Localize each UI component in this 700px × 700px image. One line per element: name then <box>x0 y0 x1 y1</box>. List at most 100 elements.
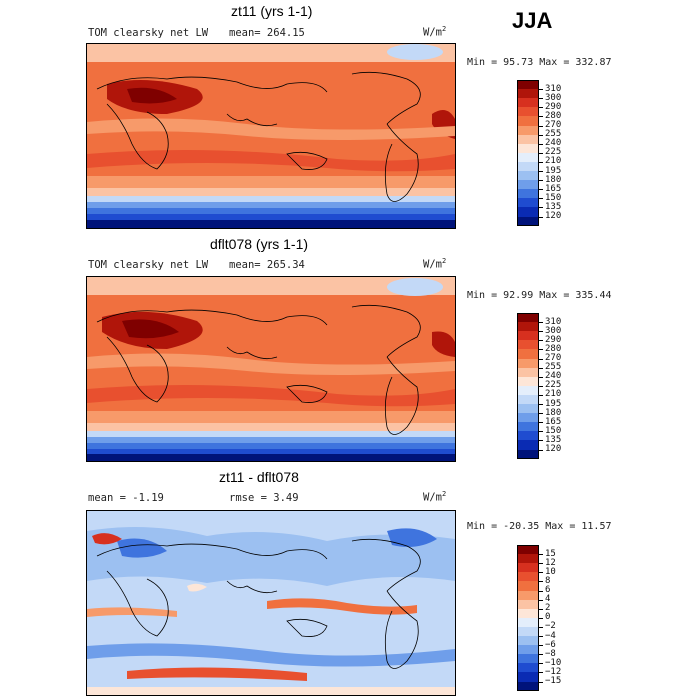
panel-1-minmax: Min = 95.73 Max = 332.87 <box>467 57 612 68</box>
panel-1-colorbar-tick <box>539 125 543 127</box>
panel-1-units: W/m2 <box>423 25 447 39</box>
panel-2-field-name: TOM clearsky net LW <box>88 259 209 271</box>
panel-1-map <box>86 43 456 229</box>
panel-1-colorbar-tick <box>539 143 543 145</box>
panel-2-minmax: Min = 92.99 Max = 335.44 <box>467 290 612 301</box>
panel-3-colorbar-label: −12 <box>545 666 562 677</box>
panel-3-colorbar-label: −8 <box>545 648 556 659</box>
panel-2-colorbar-tick <box>539 413 543 415</box>
panel-2-map-graphic <box>87 277 455 461</box>
panel-3-colorbar-swatch <box>517 681 539 692</box>
panel-3-map <box>86 510 456 696</box>
panel-3-colorbar-label: −10 <box>545 657 562 668</box>
panel-3-colorbar-tick <box>539 645 543 647</box>
panel-1-colorbar-label: 135 <box>545 201 562 212</box>
panel-2-colorbar-label: 255 <box>545 362 562 373</box>
panel-3-mean: mean = -1.19 <box>88 492 164 504</box>
panel-2-colorbar-tick <box>539 440 543 442</box>
panel-2-colorbar-tick <box>539 431 543 433</box>
panel-2-colorbar-tick <box>539 404 543 405</box>
panel-3-colorbar-tick <box>539 590 543 592</box>
panel-1-colorbar-tick <box>539 216 543 218</box>
panel-2-colorbar-label: 180 <box>545 407 562 418</box>
panel-3-colorbar-tick <box>539 636 543 637</box>
panel-1-colorbar-tick <box>539 161 543 163</box>
panel-3-colorbar-tick <box>539 654 543 656</box>
panel-3-colorbar-label: −2 <box>545 621 556 632</box>
panel-3-colorbar-tick <box>539 563 543 565</box>
panel-1-colorbar-label: 210 <box>545 156 562 167</box>
panel-1-colorbar-label: 270 <box>545 120 562 130</box>
panel-1-colorbar-tick <box>539 198 543 200</box>
panel-2-colorbar-tick <box>539 367 543 369</box>
panel-2-colorbar-label: 310 <box>545 316 562 327</box>
panel-1-colorbar-label: 165 <box>545 183 562 194</box>
panel-2-colorbar-tick <box>539 349 543 351</box>
panel-2-colorbar-label: 150 <box>545 425 562 436</box>
panel-3-colorbar-label: 12 <box>545 557 556 568</box>
panel-3-colorbar-tick <box>539 626 543 628</box>
panel-3-colorbar-label: 0 <box>545 612 551 623</box>
panel-3-colorbar-tick <box>539 681 543 683</box>
panel-1-colorbar-tick <box>539 107 543 109</box>
panel-2-colorbar-label: 165 <box>545 416 562 427</box>
panel-1-colorbar-tick <box>539 98 543 100</box>
panel-3-colorbar-tick <box>539 663 543 665</box>
panel-3-units: W/m2 <box>423 490 447 504</box>
panel-2-map <box>86 276 456 462</box>
panel-1-colorbar-tick <box>539 180 543 182</box>
panel-2-title: dflt078 (yrs 1-1) <box>210 236 309 252</box>
panel-1-colorbar-tick <box>539 207 543 209</box>
panel-2-colorbar-label: 240 <box>545 371 562 382</box>
season-label: JJA <box>512 8 553 33</box>
panel-2-colorbar-label: 120 <box>545 444 562 454</box>
panel-2-colorbar-label: 195 <box>545 398 562 409</box>
panel-3-colorbar-label: 8 <box>545 575 551 586</box>
panel-2-colorbar-label: 280 <box>545 343 562 354</box>
panel-2-colorbar-label: 210 <box>545 389 562 400</box>
panel-3-colorbar-label: −6 <box>545 639 556 650</box>
panel-1-colorbar-label: 280 <box>545 110 562 121</box>
panel-3-colorbar-tick <box>539 554 543 556</box>
panel-2-colorbar-label: 300 <box>545 325 562 336</box>
panel-1-colorbar-label: 310 <box>545 83 562 94</box>
panel-1-colorbar-tick <box>539 189 543 191</box>
panel-3-colorbar-label: 15 <box>545 548 556 559</box>
panel-1-colorbar-tick <box>539 152 543 154</box>
panel-1-field-name: TOM clearsky net LW <box>88 27 209 39</box>
panel-1-colorbar-tick <box>539 171 543 172</box>
panel-1-colorbar-tick <box>539 134 543 136</box>
panel-2-mean: mean= 265.34 <box>229 259 305 271</box>
panel-2-colorbar-label: 225 <box>545 380 562 391</box>
panel-3-colorbar-tick <box>539 599 543 601</box>
panel-2-colorbar-tick <box>539 394 543 396</box>
panel-2-colorbar-tick <box>539 322 543 324</box>
panel-1-colorbar-label: 255 <box>545 129 562 140</box>
panel-1-colorbar-label: 300 <box>545 92 562 103</box>
panel-2-colorbar-swatch <box>517 449 539 460</box>
panel-2-units: W/m2 <box>423 257 447 271</box>
panel-2-colorbar-tick <box>539 422 543 424</box>
panel-1-title: zt11 (yrs 1-1) <box>231 3 313 19</box>
panel-1-colorbar-swatch <box>517 216 539 227</box>
panel-1-map-graphic <box>87 44 455 228</box>
panel-3-rmse: rmse = 3.49 <box>229 492 299 504</box>
panel-2-colorbar-tick <box>539 376 543 378</box>
panel-1-colorbar-label: 180 <box>545 174 562 185</box>
panel-3-colorbar-label: 2 <box>545 603 551 614</box>
panel-3-colorbar-label: −4 <box>545 630 556 641</box>
panel-1-colorbar-tick <box>539 116 543 118</box>
panel-1-colorbar-label: 225 <box>545 147 562 158</box>
panel-1-colorbar-label: 120 <box>545 211 562 221</box>
panel-3-colorbar-tick <box>539 581 543 583</box>
panel-2-colorbar-tick <box>539 358 543 360</box>
panel-2-colorbar-label: 290 <box>545 334 562 345</box>
panel-2-colorbar-label: 135 <box>545 434 562 445</box>
panel-3-title: zt11 - dflt078 <box>219 469 299 485</box>
panel-3-colorbar-label: 6 <box>545 585 551 595</box>
panel-3-colorbar-tick <box>539 672 543 674</box>
panel-1-colorbar-tick <box>539 89 543 91</box>
panel-3-colorbar-tick <box>539 617 543 619</box>
panel-3-colorbar-tick <box>539 608 543 610</box>
panel-1-colorbar-label: 150 <box>545 192 562 203</box>
